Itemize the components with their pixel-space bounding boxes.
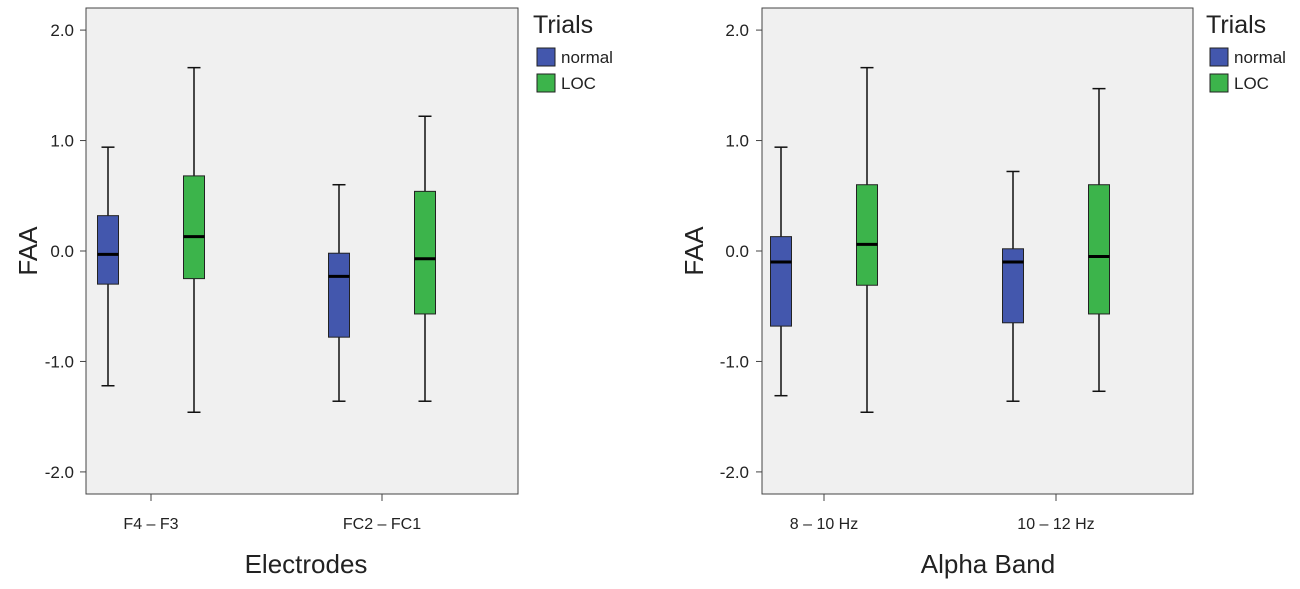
legend-label-normal: normal	[1234, 48, 1286, 67]
iqr-box	[328, 252, 350, 338]
iqr-box	[1002, 248, 1024, 324]
y-tick-label: 1.0	[725, 132, 749, 151]
iqr-box	[856, 184, 878, 286]
legend-title: Trials	[533, 11, 593, 39]
y-axis-label: FAA	[13, 226, 43, 276]
box-loc-1	[856, 66, 878, 414]
box-normal-2	[328, 183, 350, 402]
y-tick-label: 2.0	[725, 21, 749, 40]
iqr-box	[770, 236, 792, 327]
y-tick-label: 2.0	[50, 21, 74, 40]
box-normal-1	[770, 146, 792, 397]
iqr-box	[414, 190, 436, 315]
y-tick-label: -1.0	[720, 352, 749, 371]
plot-area	[761, 7, 1194, 495]
chart-panel-2: -2.0 -1.0 0.0 1.0 2.0 8 – 10 Hz 10 – 12 Hz FAA A…	[679, 7, 1286, 579]
legend-title: Trials	[1206, 11, 1266, 39]
box-loc-2	[414, 115, 436, 402]
y-tick-label: 0.0	[725, 242, 749, 261]
y-tick-label: -1.0	[45, 352, 74, 371]
y-tick-label: -2.0	[45, 463, 74, 482]
legend-label-loc: LOC	[1234, 74, 1269, 93]
box-loc-2	[1088, 87, 1110, 393]
y-tick-label: 1.0	[50, 132, 74, 151]
iqr-box	[97, 215, 119, 285]
box-loc-1	[183, 66, 205, 414]
x-tick-label: 10 – 12 Hz	[1017, 516, 1094, 533]
legend-swatch-loc	[1209, 73, 1229, 93]
y-axis-label: FAA	[679, 226, 709, 276]
legend-label-loc: LOC	[561, 74, 596, 93]
legend: Trials normal LOC	[1206, 11, 1286, 93]
iqr-box	[183, 175, 205, 280]
legend-swatch-normal	[536, 47, 556, 67]
x-tick-label: 8 – 10 Hz	[790, 516, 858, 533]
legend-swatch-normal	[1209, 47, 1229, 67]
x-tick-label: F4 – F3	[123, 516, 178, 533]
x-axis-label: Alpha Band	[921, 549, 1055, 579]
x-axis-label: Electrodes	[245, 549, 368, 579]
box-normal-2	[1002, 170, 1024, 402]
legend-label-normal: normal	[561, 48, 613, 67]
chart-panel-1: -2.0 -1.0 0.0 1.0 2.0 F4 – F3 FC2 – FC1 FAA Elec…	[13, 7, 613, 579]
iqr-box	[1088, 184, 1110, 315]
plot-area	[85, 7, 519, 495]
box-normal-1	[97, 146, 119, 387]
legend: Trials normal LOC	[533, 11, 613, 93]
y-tick-label: 0.0	[50, 242, 74, 261]
legend-swatch-loc	[536, 73, 556, 93]
y-tick-label: -2.0	[720, 463, 749, 482]
x-tick-label: FC2 – FC1	[343, 516, 421, 533]
